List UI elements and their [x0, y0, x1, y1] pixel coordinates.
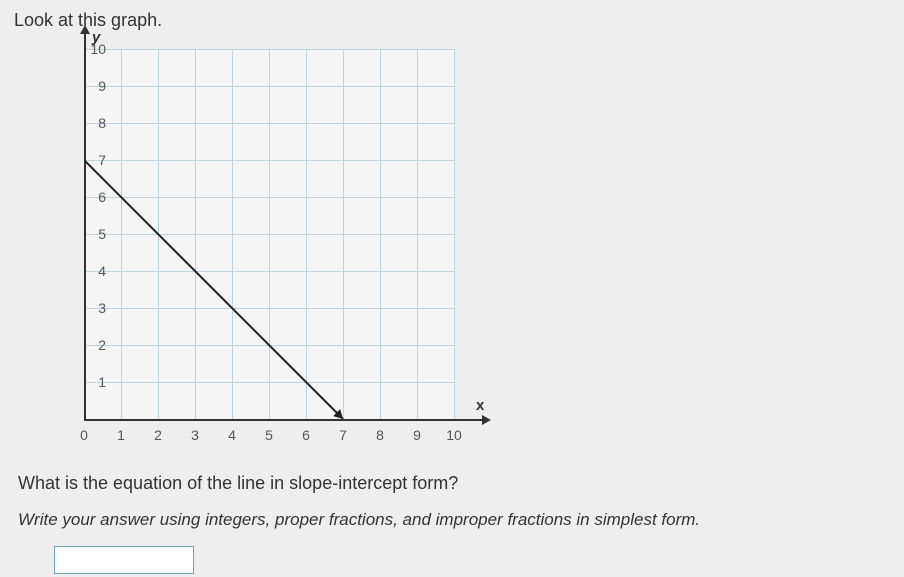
- x-tick-label: 5: [259, 427, 279, 443]
- instruction-text: Write your answer using integers, proper…: [18, 510, 904, 530]
- y-tick-label: 10: [76, 41, 106, 57]
- y-tick-label: 5: [76, 226, 106, 242]
- y-tick-label: 4: [76, 263, 106, 279]
- x-tick-label: 4: [222, 427, 242, 443]
- y-tick-label: 6: [76, 189, 106, 205]
- answer-input[interactable]: [54, 546, 194, 574]
- x-tick-label: 9: [407, 427, 427, 443]
- y-axis-arrow-icon: [80, 25, 90, 34]
- y-tick-label: 8: [76, 115, 106, 131]
- x-axis: [84, 419, 484, 421]
- x-tick-label: 10: [444, 427, 464, 443]
- x-axis-arrow-icon: [482, 415, 491, 425]
- prompt-text: Look at this graph.: [14, 10, 904, 31]
- x-tick-label: 6: [296, 427, 316, 443]
- graph-grid: [84, 49, 454, 419]
- y-tick-label: 7: [76, 152, 106, 168]
- y-tick-label: 1: [76, 374, 106, 390]
- y-tick-label: 2: [76, 337, 106, 353]
- x-tick-label: 0: [74, 427, 94, 443]
- y-tick-label: 3: [76, 300, 106, 316]
- x-axis-label: x: [476, 397, 484, 414]
- x-tick-label: 1: [111, 427, 131, 443]
- x-tick-label: 3: [185, 427, 205, 443]
- graph: y x 12345678910012345678910: [44, 39, 484, 459]
- x-tick-label: 2: [148, 427, 168, 443]
- x-tick-label: 7: [333, 427, 353, 443]
- y-tick-label: 9: [76, 78, 106, 94]
- question-text: What is the equation of the line in slop…: [18, 473, 904, 494]
- x-tick-label: 8: [370, 427, 390, 443]
